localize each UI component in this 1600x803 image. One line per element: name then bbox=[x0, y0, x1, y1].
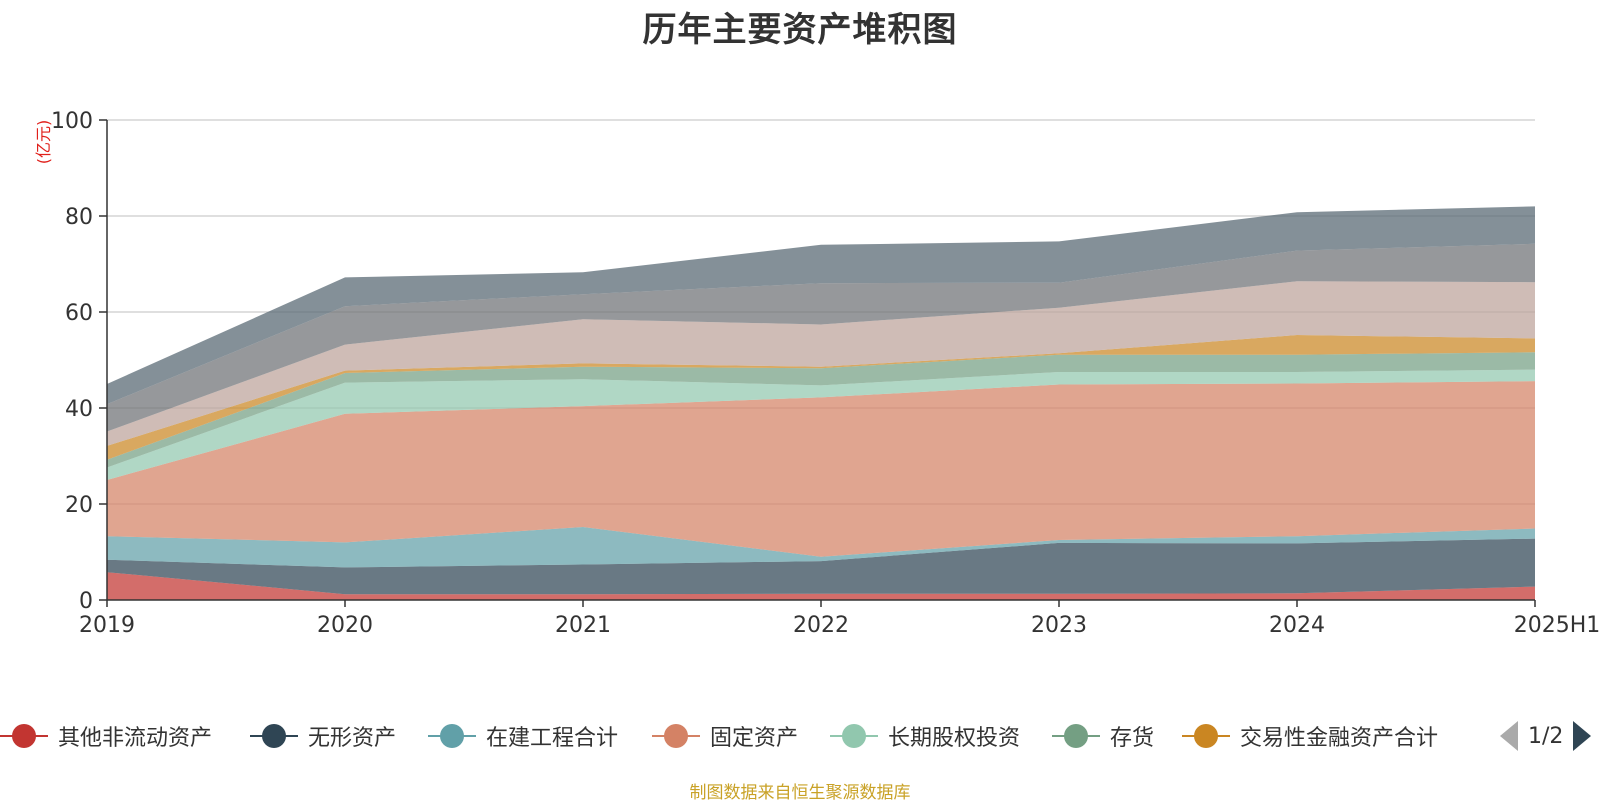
series-area-7 bbox=[107, 281, 1535, 446]
legend-label: 其他非流动资产 bbox=[58, 726, 213, 751]
x-tick-label: 2019 bbox=[79, 613, 135, 638]
x-tick-label: 2024 bbox=[1269, 613, 1325, 638]
legend-marker-icon bbox=[1052, 716, 1100, 756]
legend-item[interactable]: 存货 bbox=[1052, 716, 1154, 756]
y-tick-label: 20 bbox=[65, 493, 93, 518]
legend-item[interactable]: 固定资产 bbox=[652, 716, 798, 756]
chart-title: 历年主要资产堆积图 bbox=[642, 10, 958, 50]
legend: 其他非流动资产 无形资产 在建工程合计 固定资产 长期股权投资 存货 交易性金融资产合计 bbox=[0, 716, 1600, 756]
series-area-5 bbox=[107, 352, 1535, 468]
y-tick-label: 60 bbox=[65, 301, 93, 326]
legend-marker-icon bbox=[830, 716, 878, 756]
legend-item[interactable]: 交易性金融资产合计 bbox=[1182, 716, 1438, 756]
legend-label: 固定资产 bbox=[710, 726, 799, 751]
legend-prev-page-button[interactable] bbox=[1500, 721, 1518, 751]
legend-label: 存货 bbox=[1110, 726, 1155, 751]
series-area-1 bbox=[107, 538, 1535, 595]
legend-pager: 1/2 bbox=[1500, 716, 1592, 756]
legend-marker-icon bbox=[0, 716, 48, 756]
series-area-2 bbox=[107, 527, 1535, 568]
legend-label: 长期股权投资 bbox=[888, 726, 1021, 751]
legend-marker-icon bbox=[428, 716, 476, 756]
x-axis-ticks: 2019 2020 2021 2022 2023 2024 2025H1 bbox=[79, 600, 1600, 638]
legend-page-indicator: 1/2 bbox=[1528, 723, 1564, 749]
legend-marker-icon bbox=[250, 716, 298, 756]
y-axis-unit-label: (亿元) bbox=[34, 120, 53, 165]
y-axis-ticks: 0 20 40 60 80 100 bbox=[51, 109, 107, 614]
series-area-9 bbox=[107, 206, 1535, 405]
y-tick-label: 40 bbox=[65, 397, 93, 422]
x-tick-label: 2022 bbox=[793, 613, 849, 638]
legend-label: 交易性金融资产合计 bbox=[1240, 726, 1439, 751]
source-note: 制图数据来自恒生聚源数据库 bbox=[689, 783, 911, 803]
series-area-3 bbox=[107, 381, 1535, 557]
legend-item[interactable]: 其他非流动资产 bbox=[0, 716, 212, 756]
y-tick-label: 0 bbox=[79, 589, 93, 614]
x-tick-label: 2021 bbox=[555, 613, 611, 638]
series-area-6 bbox=[107, 335, 1535, 460]
y-tick-label: 80 bbox=[65, 205, 93, 230]
y-tick-label: 100 bbox=[51, 109, 93, 134]
legend-marker-icon bbox=[652, 716, 700, 756]
legend-marker-icon bbox=[1182, 716, 1230, 756]
x-tick-label: 2025H1 bbox=[1514, 613, 1600, 638]
legend-next-page-button[interactable] bbox=[1573, 721, 1592, 751]
series-area-4 bbox=[107, 369, 1535, 480]
legend-item[interactable]: 在建工程合计 bbox=[428, 716, 618, 756]
x-tick-label: 2020 bbox=[317, 613, 373, 638]
legend-item[interactable]: 长期股权投资 bbox=[830, 716, 1020, 756]
legend-item[interactable]: 无形资产 bbox=[250, 716, 396, 756]
series-area-0 bbox=[107, 572, 1535, 600]
x-tick-label: 2023 bbox=[1031, 613, 1087, 638]
area-series bbox=[107, 206, 1535, 600]
series-area-8 bbox=[107, 243, 1535, 432]
legend-label: 在建工程合计 bbox=[486, 726, 619, 751]
legend-label: 无形资产 bbox=[308, 726, 397, 751]
